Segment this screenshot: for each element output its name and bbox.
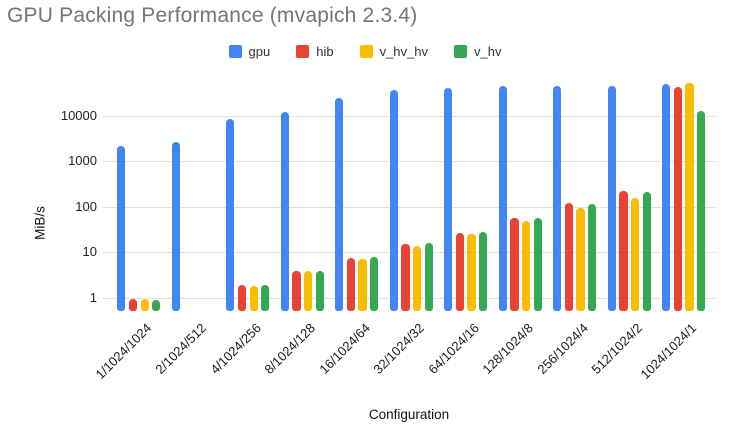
y-tick-label: 1000 [68, 153, 97, 169]
bar-v_hv_hv-256-1024-4 [576, 207, 585, 312]
legend-swatch-icon [228, 44, 242, 58]
bar-hib-1024-1024-1 [673, 87, 683, 312]
x-tick-label: 1024/1024/1 [637, 320, 700, 383]
legend-item-v_hv_hv: v_hv_hv [359, 43, 428, 59]
bar-v_hv-8-1024-128 [315, 271, 324, 312]
x-tick-label: 64/1024/16 [424, 320, 482, 377]
y-axis-title: MiB/s [32, 206, 48, 240]
y-tick-label: 1 [89, 289, 97, 305]
bar-v_hv-128-1024-8 [533, 217, 542, 312]
legend-swatch-icon [359, 44, 373, 58]
bar-v_hv-64-1024-16 [479, 231, 488, 312]
bar-v_hv-1-1024-1024 [152, 299, 161, 312]
bar-v_hv_hv-64-1024-16 [467, 234, 476, 312]
gridline-100 [103, 206, 715, 208]
bar-hib-512-1024-2 [619, 191, 628, 312]
legend-label: hib [316, 43, 334, 59]
bar-hib-16-1024-64 [346, 257, 356, 312]
bar-gpu-8-1024-128 [280, 112, 289, 312]
x-axis-title: Configuration [368, 407, 450, 422]
bar-v_hv_hv-1-1024-1024 [140, 298, 149, 312]
bar-v_hv_hv-8-1024-128 [303, 270, 313, 312]
gridline-10000 [103, 115, 715, 117]
x-tick-label: 16/1024/64 [315, 320, 373, 377]
bar-v_hv-256-1024-4 [588, 203, 597, 312]
bar-v_hv-1024-1024-1 [697, 111, 706, 312]
bar-gpu-16-1024-64 [335, 98, 344, 312]
legend-label: gpu [248, 43, 271, 59]
x-tick-label: 8/1024/128 [261, 320, 319, 377]
bar-gpu-2-1024-512 [171, 141, 180, 312]
bar-hib-1-1024-1024 [128, 298, 138, 312]
legend: gpu hib v_hv_hv v_hv [0, 43, 730, 59]
bar-gpu-512-1024-2 [607, 86, 616, 312]
legend-item-hib: hib [296, 43, 334, 59]
bar-hib-32-1024-32 [401, 243, 410, 312]
legend-label: v_hv_hv [379, 43, 428, 59]
x-tick-label: 256/1024/4 [533, 320, 591, 377]
y-tick-label: 10000 [60, 107, 97, 123]
x-tick-label: 32/1024/32 [370, 320, 428, 377]
legend-item-gpu: gpu [228, 43, 271, 59]
x-tick-label: 2/1024/512 [152, 320, 210, 377]
bar-gpu-128-1024-8 [498, 86, 507, 312]
bar-gpu-64-1024-16 [444, 87, 453, 312]
bar-v_hv-512-1024-2 [642, 192, 651, 312]
legend-swatch-icon [296, 44, 310, 58]
bar-v_hv-16-1024-64 [370, 257, 379, 312]
bar-gpu-1-1024-1024 [117, 145, 126, 312]
chart-title: GPU Packing Performance (mvapich 2.3.4) [7, 4, 418, 27]
bar-gpu-32-1024-32 [389, 90, 398, 312]
bar-v_hv_hv-32-1024-32 [412, 245, 422, 312]
x-tick-label: 4/1024/256 [206, 320, 264, 377]
x-tick-label: 128/1024/8 [479, 320, 537, 377]
y-tick-label: 100 [75, 198, 97, 214]
bar-gpu-256-1024-4 [553, 85, 562, 312]
bar-v_hv_hv-4-1024-256 [249, 285, 258, 312]
bar-v_hv_hv-512-1024-2 [630, 198, 640, 312]
bar-hib-8-1024-128 [292, 271, 301, 312]
bar-hib-4-1024-256 [237, 285, 247, 312]
legend-label: v_hv [474, 43, 502, 59]
bar-v_hv_hv-128-1024-8 [522, 220, 531, 312]
bar-gpu-1024-1024-1 [662, 83, 671, 312]
x-tick-label: 1/1024/1024 [92, 320, 155, 383]
bar-v_hv-32-1024-32 [424, 243, 433, 312]
legend-item-v_hv: v_hv [454, 44, 501, 59]
bar-hib-64-1024-16 [455, 232, 465, 312]
bar-hib-256-1024-4 [564, 203, 574, 312]
bar-v_hv_hv-1024-1024-1 [685, 83, 694, 312]
gridline-1000 [103, 161, 715, 163]
y-tick-label: 10 [82, 244, 97, 260]
bar-gpu-4-1024-256 [226, 119, 235, 312]
bar-hib-128-1024-8 [510, 218, 519, 312]
bar-v_hv_hv-16-1024-64 [358, 258, 367, 312]
bar-v_hv-4-1024-256 [261, 285, 270, 312]
legend-swatch-icon [454, 44, 467, 58]
x-tick-label: 512/1024/2 [588, 320, 646, 377]
